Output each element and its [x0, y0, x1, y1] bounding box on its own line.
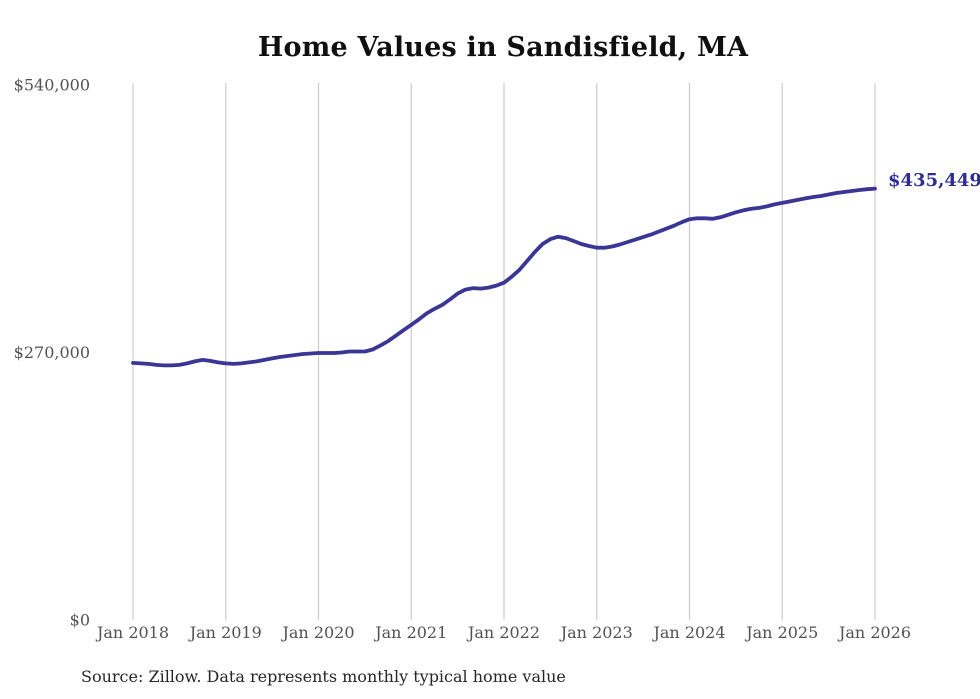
x-tick-label: Jan 2019 [188, 623, 262, 642]
y-tick-label: $540,000 [14, 76, 90, 95]
x-tick-label: Jan 2024 [651, 623, 725, 642]
x-tick-label: Jan 2022 [466, 623, 540, 642]
latest-value-label: $435,449 [888, 170, 980, 191]
x-tick-label: Jan 2018 [95, 623, 169, 642]
chart-title: Home Values in Sandisfield, MA [257, 32, 749, 63]
x-tick-label: Jan 2021 [373, 623, 447, 642]
home-value-line [131, 186, 877, 368]
x-tick-label: Jan 2025 [744, 623, 818, 642]
y-tick-label: $270,000 [14, 343, 90, 362]
y-tick-label: $0 [70, 611, 90, 630]
x-tick-label: Jan 2020 [280, 623, 354, 642]
x-tick-label: Jan 2026 [837, 623, 911, 642]
source-note: Source: Zillow. Data represents monthly … [81, 667, 566, 686]
x-tick-label: Jan 2023 [559, 623, 633, 642]
